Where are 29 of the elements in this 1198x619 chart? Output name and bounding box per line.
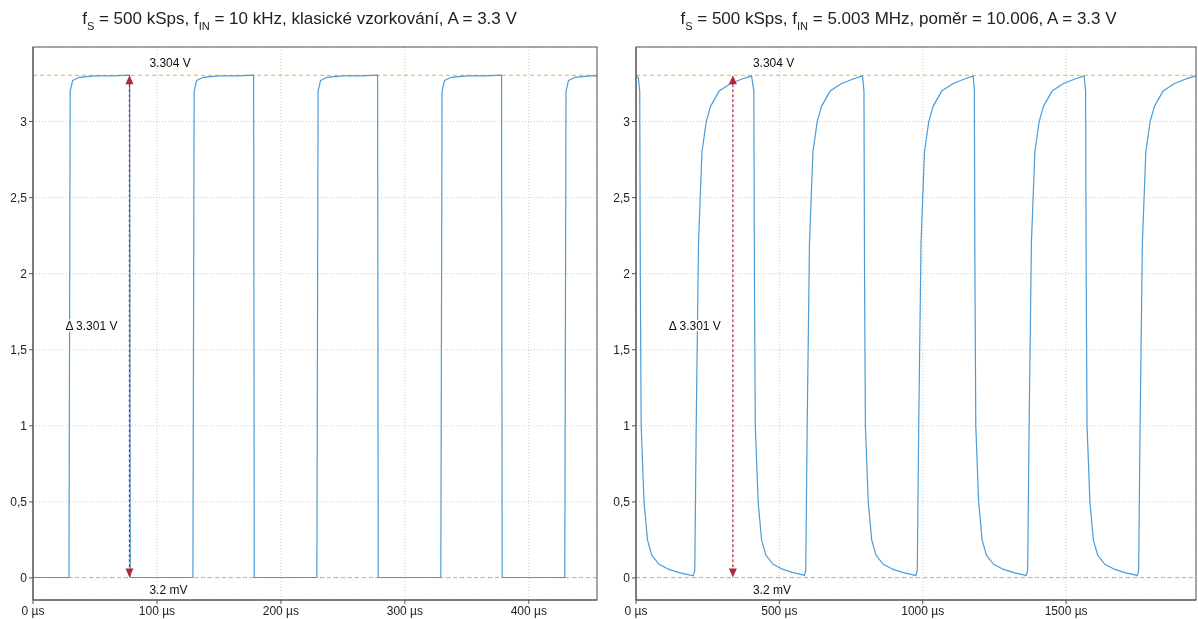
y-tick-label: 3 (20, 114, 28, 129)
x-tick-label: 0 µs (21, 603, 45, 618)
ref-line-label: 3.2 mV (752, 583, 791, 598)
x-tick-label: 400 µs (510, 603, 547, 618)
x-tick-label: 0 µs (624, 603, 648, 618)
ref-line-label: 3.304 V (752, 56, 795, 71)
y-tick-label: 2,5 (10, 190, 28, 205)
y-tick-label: 2 (623, 266, 631, 281)
y-tick-label: 1,5 (613, 343, 631, 357)
y-tick-label: 1,5 (10, 343, 28, 357)
ref-line-label: 3.2 mV (149, 583, 188, 598)
x-tick-label: 1000 µs (901, 603, 945, 618)
chart-title: f$_{S}$ = 500 kSps, f$_{IN}$ = 10 kHz, klasické vzorkování, A = 3.3 V (82, 9, 518, 32)
y-tick-label: 0,5 (613, 495, 631, 510)
x-tick-label: 1500 µs (1044, 603, 1088, 618)
y-tick-label: 0,5 (10, 495, 28, 510)
ref-line-label: 3.304 V (149, 56, 191, 71)
x-tick-label: 500 µs (761, 603, 798, 618)
y-tick-label: 1 (623, 419, 631, 434)
y-tick-label: 0 (623, 571, 631, 586)
y-tick-label: 3 (623, 114, 631, 129)
y-tick-label: 1 (20, 419, 28, 434)
y-tick-label: 2,5 (613, 190, 631, 205)
x-tick-label: 200 µs (262, 603, 300, 618)
x-tick-label: 300 µs (386, 603, 424, 618)
y-tick-label: 2 (20, 266, 28, 281)
x-tick-label: 100 µs (138, 603, 176, 618)
y-tick-label: 0 (20, 571, 28, 586)
chart-title: f$_{S}$ = 500 kSps, f$_{IN}$ = 5.003 MHz, poměr = 10.006, A = 3.3 V (680, 9, 1118, 32)
